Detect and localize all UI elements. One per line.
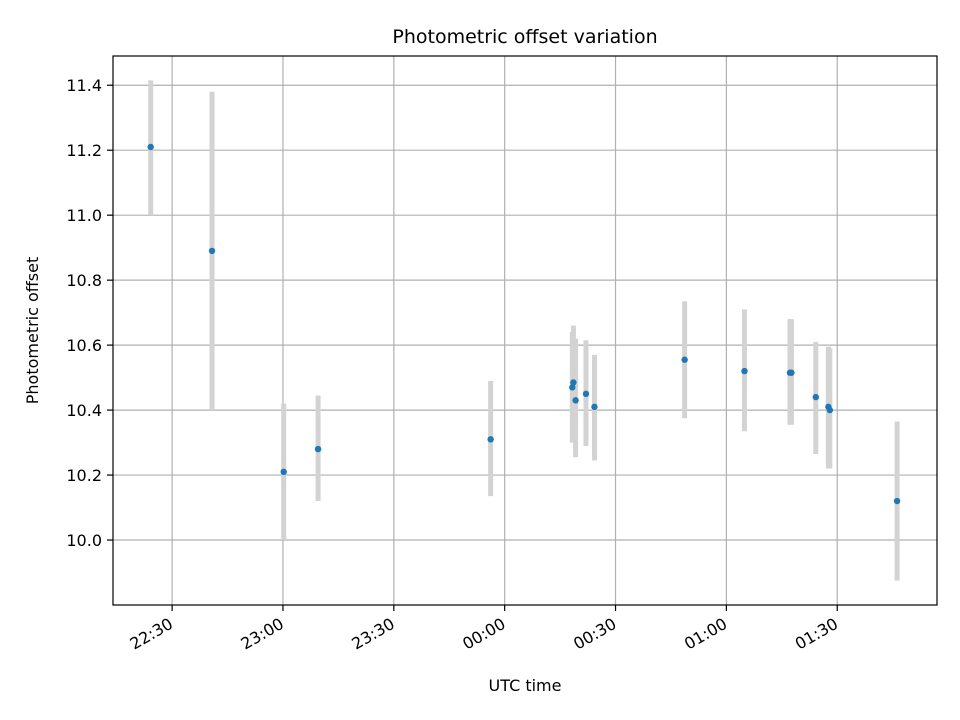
data-point: [572, 397, 579, 404]
y-tick-label: 11.4: [66, 76, 102, 95]
chart-title: Photometric offset variation: [392, 26, 657, 48]
x-tick-label: 22:30: [127, 614, 176, 654]
x-tick-label: 00:00: [459, 614, 508, 654]
y-axis-title: Photometric offset: [23, 257, 42, 405]
data-point: [741, 367, 748, 375]
y-tick-label: 10.6: [66, 336, 102, 355]
x-tick-label: 23:00: [238, 614, 287, 654]
data-point: [570, 379, 577, 386]
data-points: [147, 143, 901, 505]
x-axis-ticks: 22:30 23:00 23:30 00:00 00:30 01:00 01:30: [127, 605, 841, 654]
data-point: [314, 445, 322, 453]
data-point: [812, 393, 820, 401]
data-point: [569, 384, 576, 391]
data-point: [487, 436, 494, 443]
data-point: [591, 403, 598, 411]
error-bars: [148, 80, 900, 581]
x-tick-label: 01:30: [792, 614, 841, 654]
data-point: [147, 143, 154, 151]
y-axis-ticks: 10.0 10.2 10.4 10.6 10.8 11.0 11.2 11.4: [66, 76, 113, 550]
y-tick-label: 11.0: [66, 206, 102, 225]
data-point: [582, 390, 590, 398]
y-tick-label: 10.4: [66, 401, 102, 420]
grid: [113, 56, 937, 605]
y-tick-label: 10.0: [66, 531, 102, 550]
data-point: [280, 468, 287, 476]
x-axis-title: UTC time: [489, 676, 562, 695]
x-tick-label: 01:00: [681, 614, 730, 654]
x-tick-label: 23:30: [348, 614, 397, 654]
x-tick-label: 00:30: [570, 614, 619, 654]
y-tick-label: 10.8: [66, 271, 102, 290]
data-point: [893, 497, 901, 505]
y-tick-label: 10.2: [66, 466, 102, 485]
data-point: [208, 247, 216, 255]
data-point: [788, 369, 795, 376]
data-point: [681, 356, 688, 363]
plot-area-frame: [112, 55, 938, 606]
y-tick-label: 11.2: [66, 141, 102, 160]
data-point: [826, 406, 834, 414]
